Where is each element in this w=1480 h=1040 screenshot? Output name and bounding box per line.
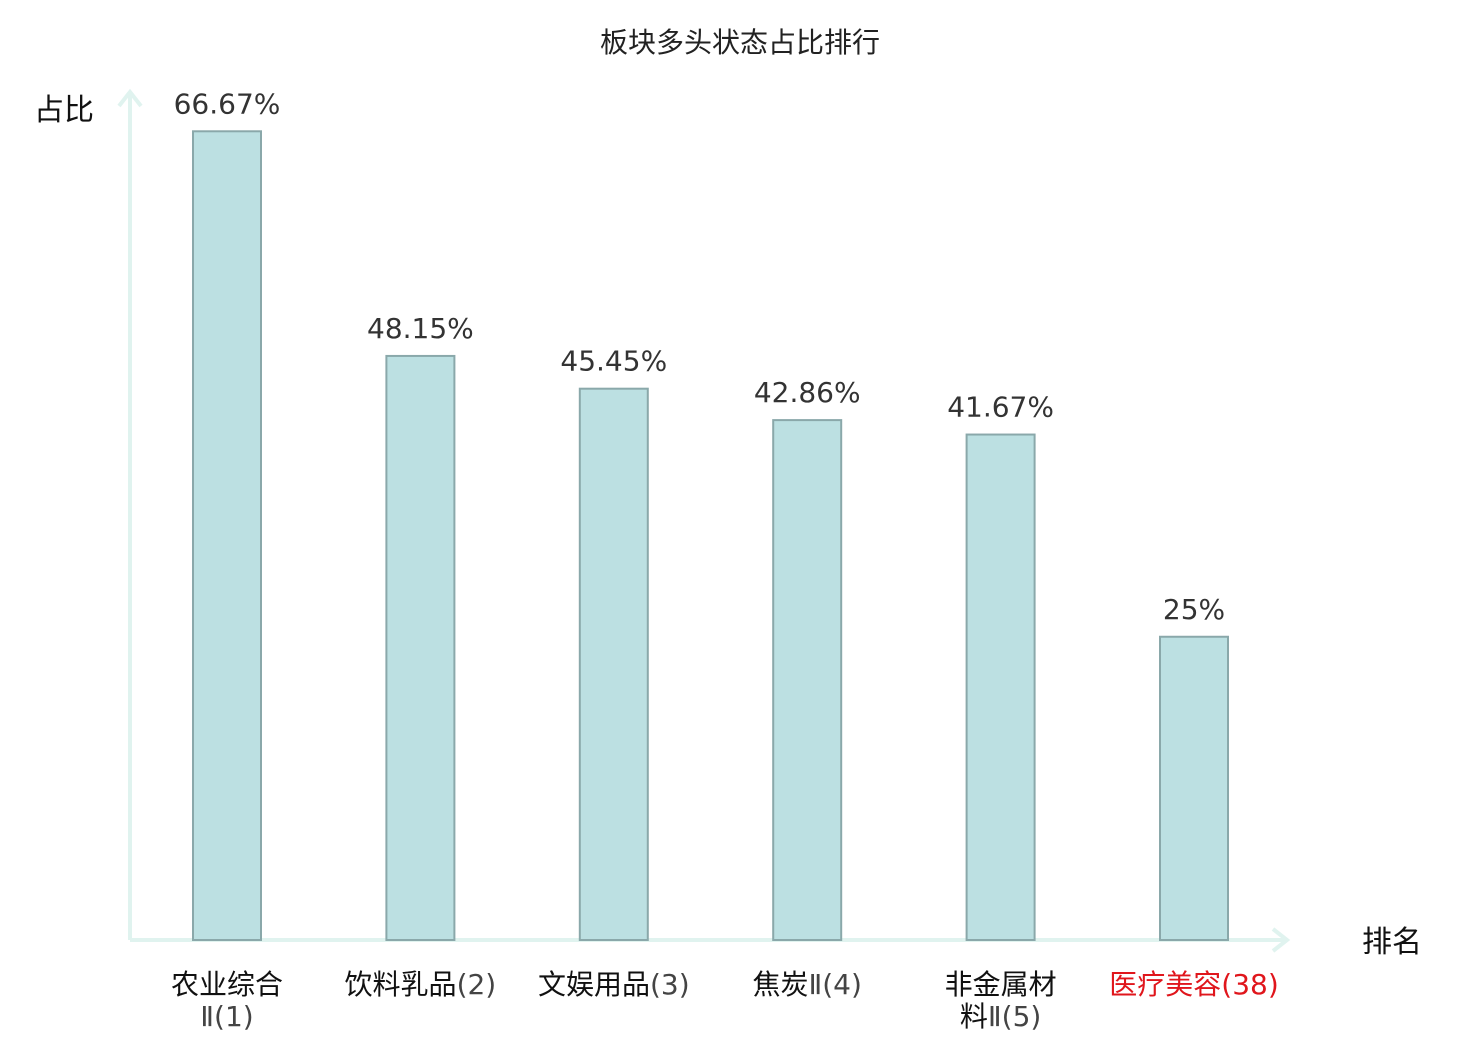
data-label: 42.86% xyxy=(754,376,861,409)
value-labels: 66.67% 48.15% 45.45% 42.86% 41.67% 25% xyxy=(174,87,1226,625)
data-label: 48.15% xyxy=(367,312,474,345)
bar xyxy=(385,354,456,941)
tick-label: 焦炭Ⅱ(4) xyxy=(752,968,861,1001)
tick-label: 非金属材料Ⅱ(5) xyxy=(945,968,1057,1033)
x-axis-label: 排名 xyxy=(1362,925,1422,960)
y-axis: 占比 xyxy=(34,88,143,940)
category-labels: 农业综合 Ⅱ(1) 饮料乳品(2) 文娱用品(3) 焦炭Ⅱ(4) 非金属材料Ⅱ(5) 医疗美… xyxy=(171,968,1279,1033)
x-axis: 排名 xyxy=(130,925,1422,960)
tick-label: 文娱用品(3) xyxy=(538,968,690,1001)
data-label: 45.45% xyxy=(560,345,667,378)
bar xyxy=(192,130,262,941)
bar xyxy=(1159,635,1229,941)
x-axis-arrow xyxy=(1271,927,1291,953)
bars xyxy=(192,130,1229,941)
tick-label: 饮料乳品(2) xyxy=(345,968,497,1001)
bar xyxy=(965,433,1036,941)
bar xyxy=(772,419,843,941)
data-label: 66.67% xyxy=(174,87,281,120)
data-label: 41.67% xyxy=(947,391,1054,424)
chart-title: 板块多头状态占比排行 xyxy=(600,26,880,59)
y-axis-arrow xyxy=(117,88,143,108)
data-label: 25% xyxy=(1163,593,1225,626)
y-axis-label: 占比 xyxy=(34,93,94,128)
tick-label: 农业综合 Ⅱ(1) xyxy=(171,968,283,1033)
tick-label: 医疗美容(38) xyxy=(1109,968,1279,1001)
bar xyxy=(578,387,649,941)
